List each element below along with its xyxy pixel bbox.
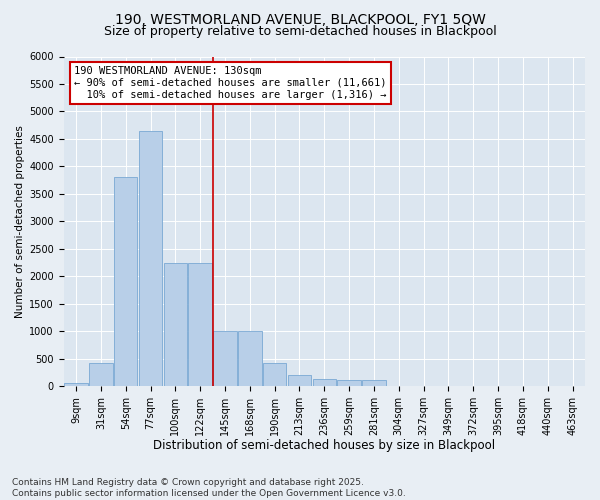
Bar — [188, 262, 212, 386]
Bar — [139, 130, 163, 386]
Text: Size of property relative to semi-detached houses in Blackpool: Size of property relative to semi-detach… — [104, 25, 496, 38]
Bar — [288, 375, 311, 386]
Text: 190, WESTMORLAND AVENUE, BLACKPOOL, FY1 5QW: 190, WESTMORLAND AVENUE, BLACKPOOL, FY1 … — [115, 12, 485, 26]
Bar — [114, 178, 137, 386]
Text: 190 WESTMORLAND AVENUE: 130sqm
← 90% of semi-detached houses are smaller (11,661: 190 WESTMORLAND AVENUE: 130sqm ← 90% of … — [74, 66, 386, 100]
X-axis label: Distribution of semi-detached houses by size in Blackpool: Distribution of semi-detached houses by … — [153, 440, 496, 452]
Bar — [213, 332, 237, 386]
Bar — [238, 332, 262, 386]
Bar — [337, 380, 361, 386]
Bar — [164, 262, 187, 386]
Y-axis label: Number of semi-detached properties: Number of semi-detached properties — [15, 125, 25, 318]
Text: Contains HM Land Registry data © Crown copyright and database right 2025.
Contai: Contains HM Land Registry data © Crown c… — [12, 478, 406, 498]
Bar — [89, 362, 113, 386]
Bar — [362, 380, 386, 386]
Bar — [64, 384, 88, 386]
Bar — [313, 379, 336, 386]
Bar — [263, 363, 286, 386]
